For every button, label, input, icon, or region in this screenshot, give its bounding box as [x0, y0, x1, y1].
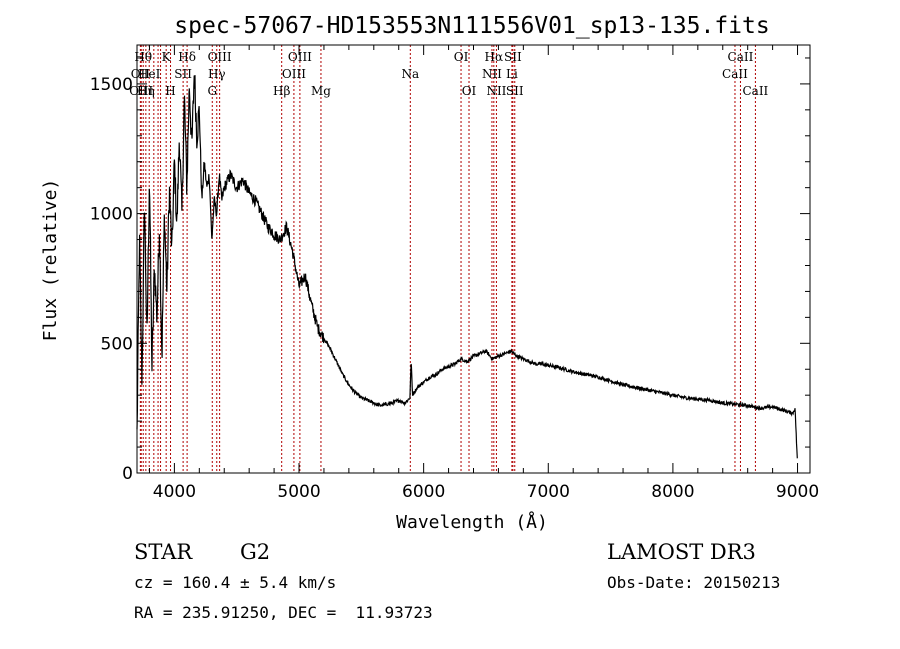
x-axis-label: Wavelength (Å) — [396, 511, 548, 533]
spectral-line-label: OI — [454, 50, 469, 64]
spectral-line-label: OIII — [208, 50, 232, 64]
y-tick-label: 500 — [101, 334, 133, 354]
x-tick-label: 9000 — [776, 482, 819, 502]
spectral-line-label: CaII — [728, 50, 754, 64]
spectral-line-label: OIII — [288, 50, 312, 64]
spectral-subclass: G2 — [240, 540, 270, 564]
x-tick-label: 8000 — [651, 482, 694, 502]
spectral-line-label: CaII — [722, 67, 748, 81]
survey-name: LAMOST DR3 — [607, 540, 756, 564]
spectral-line-label: Hη — [137, 84, 155, 98]
spectral-line-label: SII — [506, 84, 524, 98]
spectral-line-label: OIII — [129, 84, 153, 98]
spectral-line-label: OII — [131, 67, 151, 81]
y-axis-label: Flux (relative) — [40, 179, 61, 342]
spectral-line-label: OIII — [282, 67, 306, 81]
spectral-line-markers — [139, 45, 756, 473]
spectral-line-label: NII — [482, 67, 502, 81]
spectral-line-label: OI — [462, 84, 477, 98]
x-tick-label: 4000 — [153, 482, 196, 502]
spectral-line-label: Hθ — [134, 50, 152, 64]
spectral-line-label: K — [162, 50, 172, 64]
plot-frame — [136, 44, 811, 474]
spectral-line-label: Hδ — [178, 50, 196, 64]
spectral-line-label: Li — [506, 67, 518, 81]
x-tick-label: 6000 — [402, 482, 445, 502]
spectral-line-label: Na — [401, 67, 419, 81]
x-tick-label: 5000 — [277, 482, 320, 502]
spectral-line-label: G — [207, 84, 217, 98]
coordinates-readout: RA = 235.91250, DEC = 11.93723 — [134, 603, 433, 622]
y-tick-label: 1000 — [90, 205, 133, 225]
chart-title: spec-57067-HD153553N111556V01_sp13-135.f… — [174, 13, 769, 39]
spectral-line-label: NII — [486, 84, 506, 98]
spectral-line-label: Mg — [311, 84, 331, 98]
spectral-line-label: SII — [174, 67, 192, 81]
x-tick-label: 7000 — [527, 482, 570, 502]
spectral-line-label: H — [165, 84, 175, 98]
object-class: STAR — [134, 540, 193, 564]
spectral-line-label: SII — [504, 50, 522, 64]
obs-date: Obs-Date: 20150213 — [607, 573, 780, 592]
x-axis-ticks: 4000 5000 6000 7000 8000 9000 — [148, 45, 819, 502]
spectral-line-label: Hα — [485, 50, 504, 64]
y-axis-ticks: 0 500 1000 1500 — [90, 57, 810, 484]
spectral-line-label: Hγ — [208, 67, 226, 81]
spectral-line-label: HeI — [138, 67, 161, 81]
spectral-line-label: Hβ — [273, 84, 290, 98]
redshift-readout: cz = 160.4 ± 5.4 km/s — [134, 573, 336, 592]
y-tick-label: 0 — [122, 464, 133, 484]
spectral-line-label: CaII — [742, 84, 768, 98]
y-tick-label: 1500 — [90, 75, 133, 95]
spectrum-series-line — [136, 75, 798, 459]
